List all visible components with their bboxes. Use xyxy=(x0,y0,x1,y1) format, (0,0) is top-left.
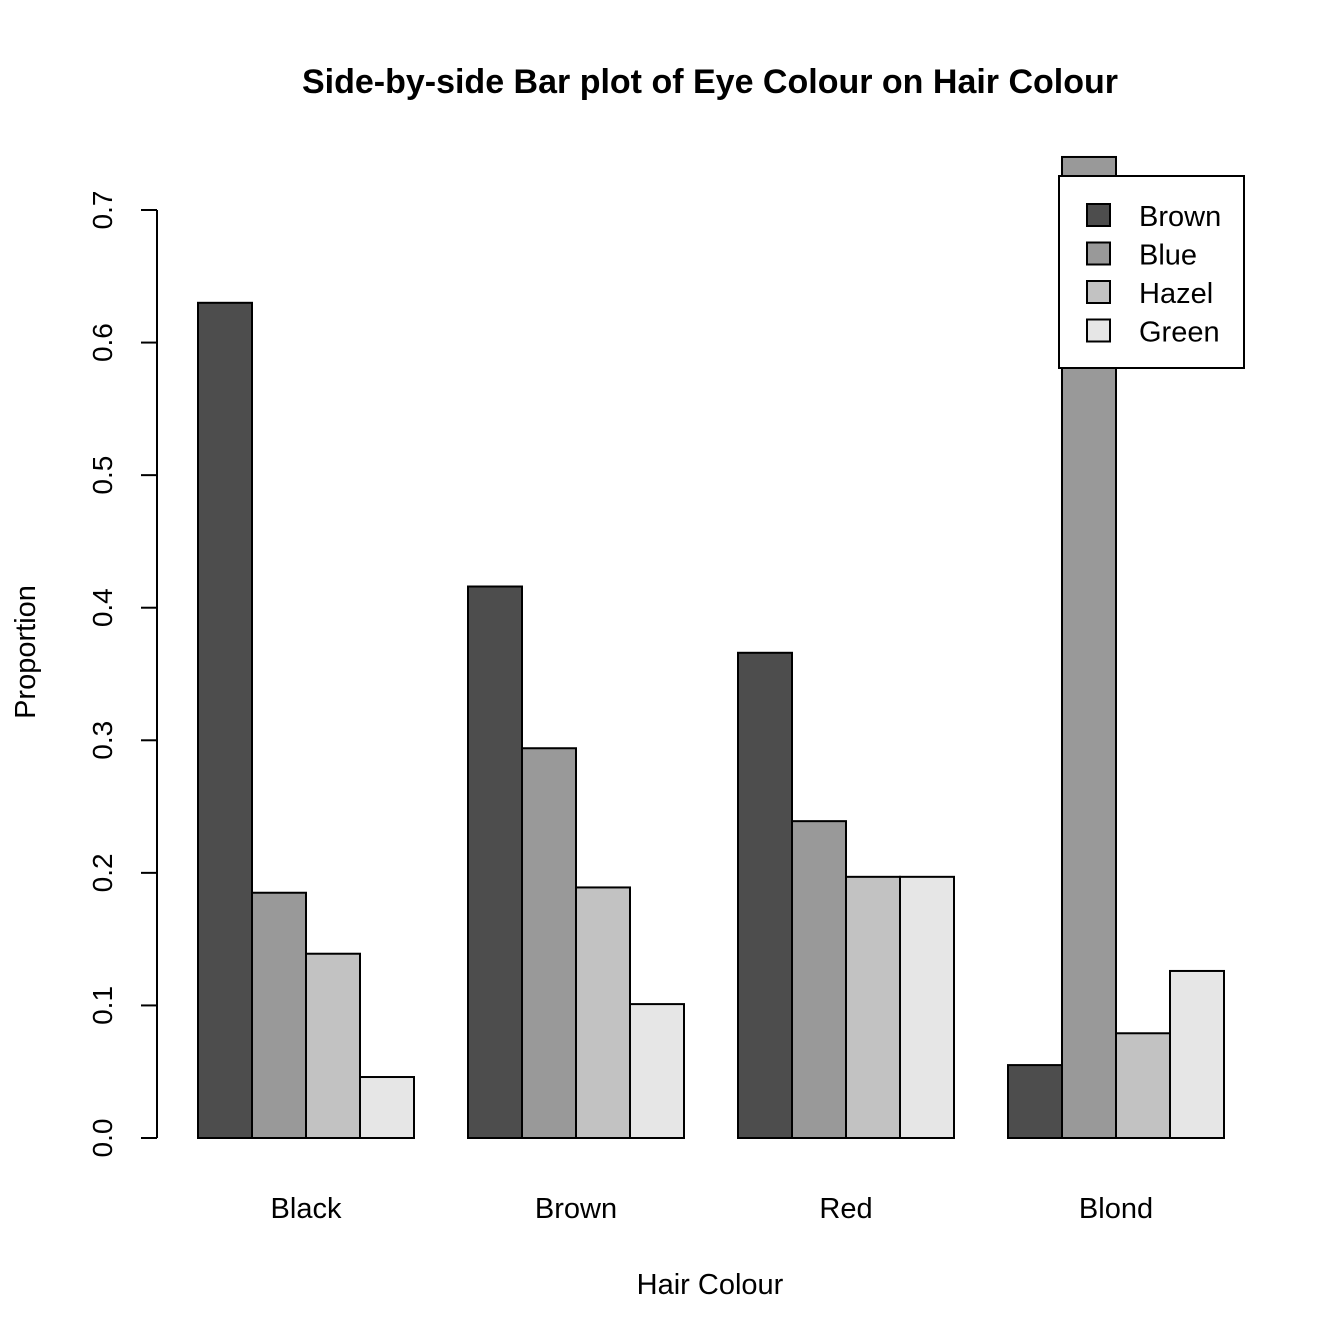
y-axis: 0.0 0.1 0.2 0.3 0.4 0.5 0.6 0.7 xyxy=(87,191,158,1158)
y-tick-label: 0.2 xyxy=(87,853,118,892)
bar-blond-hazel xyxy=(1115,1032,1171,1139)
bar-black-blue xyxy=(251,891,307,1139)
bar-blond-green xyxy=(1169,969,1225,1140)
legend-swatch-hazel xyxy=(1086,280,1111,304)
bar-brown-brown xyxy=(467,585,523,1139)
bar-brown-hazel xyxy=(575,886,631,1139)
y-tick-label: 0.1 xyxy=(87,986,118,1025)
x-tick-label: Black xyxy=(271,1193,342,1225)
bar-red-hazel xyxy=(845,875,901,1139)
bar-black-hazel xyxy=(305,952,361,1139)
legend-label-green: Green xyxy=(1139,317,1220,349)
legend-label-blue: Blue xyxy=(1139,240,1197,272)
y-tick-label: 0.0 xyxy=(87,1119,118,1158)
x-axis-labels: Black Brown Red Blond xyxy=(271,1193,1154,1225)
bar-red-green xyxy=(899,875,955,1139)
legend-swatch-green xyxy=(1086,318,1111,343)
bar-black-green xyxy=(359,1076,415,1139)
y-tick-label: 0.3 xyxy=(87,721,118,760)
x-tick-label: Blond xyxy=(1079,1193,1153,1225)
x-tick-label: Brown xyxy=(535,1193,617,1225)
legend-label-hazel: Hazel xyxy=(1139,278,1213,310)
y-tick-label: 0.6 xyxy=(87,323,118,362)
bar-blond-brown xyxy=(1007,1064,1063,1139)
bar-red-brown xyxy=(737,651,793,1139)
legend-label-brown: Brown xyxy=(1139,201,1221,233)
legend: Brown Blue Hazel Green xyxy=(1058,175,1245,369)
x-axis-title: Hair Colour xyxy=(637,1269,784,1301)
bars-group xyxy=(197,155,1225,1140)
legend-swatch-brown xyxy=(1086,203,1111,227)
y-tick-label: 0.5 xyxy=(87,456,118,495)
y-tick-label: 0.4 xyxy=(87,588,118,627)
bar-brown-blue xyxy=(521,747,577,1139)
bar-red-blue xyxy=(791,820,847,1139)
y-tick-label: 0.7 xyxy=(87,191,118,230)
y-axis-title: Proportion xyxy=(10,585,42,719)
chart-title: Side-by-side Bar plot of Eye Colour on H… xyxy=(302,63,1118,101)
bar-brown-green xyxy=(629,1003,685,1139)
bar-black-brown xyxy=(197,301,253,1139)
legend-swatch-blue xyxy=(1086,241,1111,266)
x-tick-label: Red xyxy=(819,1193,872,1225)
